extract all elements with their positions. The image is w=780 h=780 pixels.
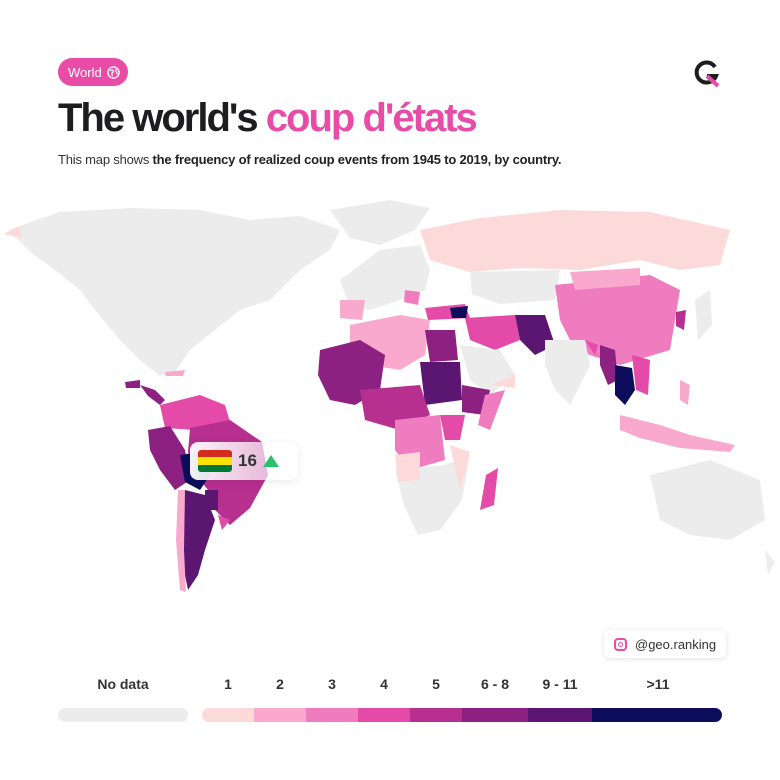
australia-shape: [650, 460, 765, 540]
indonesia-shape: [620, 415, 735, 452]
russia-shape: [420, 210, 730, 272]
legend-label-1: 1: [224, 676, 232, 692]
north-america-shape: [8, 208, 340, 376]
legend-swatch-4: [358, 708, 410, 722]
caribbean-shape: [125, 380, 140, 388]
sudan-shape: [420, 362, 462, 405]
india-shape: [545, 340, 590, 405]
china-shape: [555, 275, 680, 365]
brand-logo-icon: [694, 60, 720, 88]
colombia-venezuela-shape: [160, 395, 230, 430]
japan-shape: [695, 290, 712, 340]
angola-shape: [395, 452, 420, 482]
bolivia-flag-icon: [198, 450, 232, 472]
philippines-shape: [680, 380, 690, 405]
legend-label-3: 3: [328, 676, 336, 692]
greenland-shape: [330, 200, 430, 245]
legend-label-6-8: 6 - 8: [480, 676, 510, 692]
title-accent: coup d'états: [265, 96, 478, 140]
cuba-shape: [165, 370, 185, 376]
syria-shape: [450, 306, 468, 318]
korea-shape: [676, 310, 686, 330]
mozambique-shape: [450, 445, 470, 490]
page-subtitle: This map shows the frequency of realized…: [58, 152, 562, 167]
social-handle[interactable]: @geo.ranking: [604, 630, 727, 658]
legend-label-2: 2: [276, 676, 284, 692]
instagram-icon: [614, 637, 627, 651]
legend-swatch-2: [254, 708, 306, 722]
yemen-shape: [490, 375, 515, 388]
bangladesh-shape: [585, 340, 598, 355]
world-map: [4, 200, 775, 592]
legend-no-data-swatch: [58, 708, 188, 722]
east-africa-shape: [440, 415, 465, 440]
region-badge: World: [58, 58, 128, 86]
madagascar-shape: [480, 468, 498, 510]
new-zealand-shape: [765, 550, 775, 575]
callout-value: 16: [238, 451, 257, 470]
chile-strip-shape: [176, 490, 186, 592]
subtitle-prefix: This map shows: [58, 152, 153, 167]
mongolia-shape: [570, 268, 640, 290]
argentina-chile-shape: [180, 490, 215, 590]
peru-ecuador-shape: [148, 426, 190, 490]
uruguay-shape: [218, 515, 230, 530]
bolivia-callout: 16: [190, 442, 298, 480]
legend-label-9-11: 9 - 11: [542, 676, 578, 692]
legend-swatch-1: [202, 708, 254, 722]
globe-icon: [106, 65, 120, 79]
egypt-shape: [425, 330, 458, 362]
kazakhstan-shape: [470, 270, 560, 304]
legend-swatch-6-8: [462, 708, 528, 722]
west-africa-shape: [318, 340, 385, 405]
somalia-shape: [478, 390, 505, 430]
legend-label-5: 5: [432, 676, 440, 692]
legend-swatch-3: [306, 708, 358, 722]
title-main: The world's: [58, 96, 259, 140]
subtitle-bold: the frequency of realized coup events fr…: [152, 152, 562, 167]
iberia-shape: [340, 300, 365, 320]
increase-arrow-icon: [262, 455, 279, 467]
middle-east-shape: [465, 315, 520, 350]
legend-color-scale: [202, 708, 722, 722]
legend-swatch-9-11: [528, 708, 592, 722]
alaska-shape: [4, 226, 22, 238]
legend-label-gt-11: >11: [646, 676, 670, 692]
region-badge-label: World: [68, 64, 102, 80]
indochina-shape: [632, 355, 650, 395]
social-handle-text: @geo.ranking: [635, 636, 717, 652]
legend-no-data-label: No data: [97, 676, 149, 692]
greece-shape: [404, 290, 420, 305]
central-america-shape: [140, 385, 165, 405]
legend-label-4: 4: [380, 676, 388, 692]
myanmar-shape: [600, 345, 618, 385]
page-title: The world's coup d'états: [58, 96, 478, 141]
thailand-shape: [615, 365, 635, 405]
legend-swatch-5: [410, 708, 462, 722]
legend-swatch-gt-11: [592, 708, 722, 722]
